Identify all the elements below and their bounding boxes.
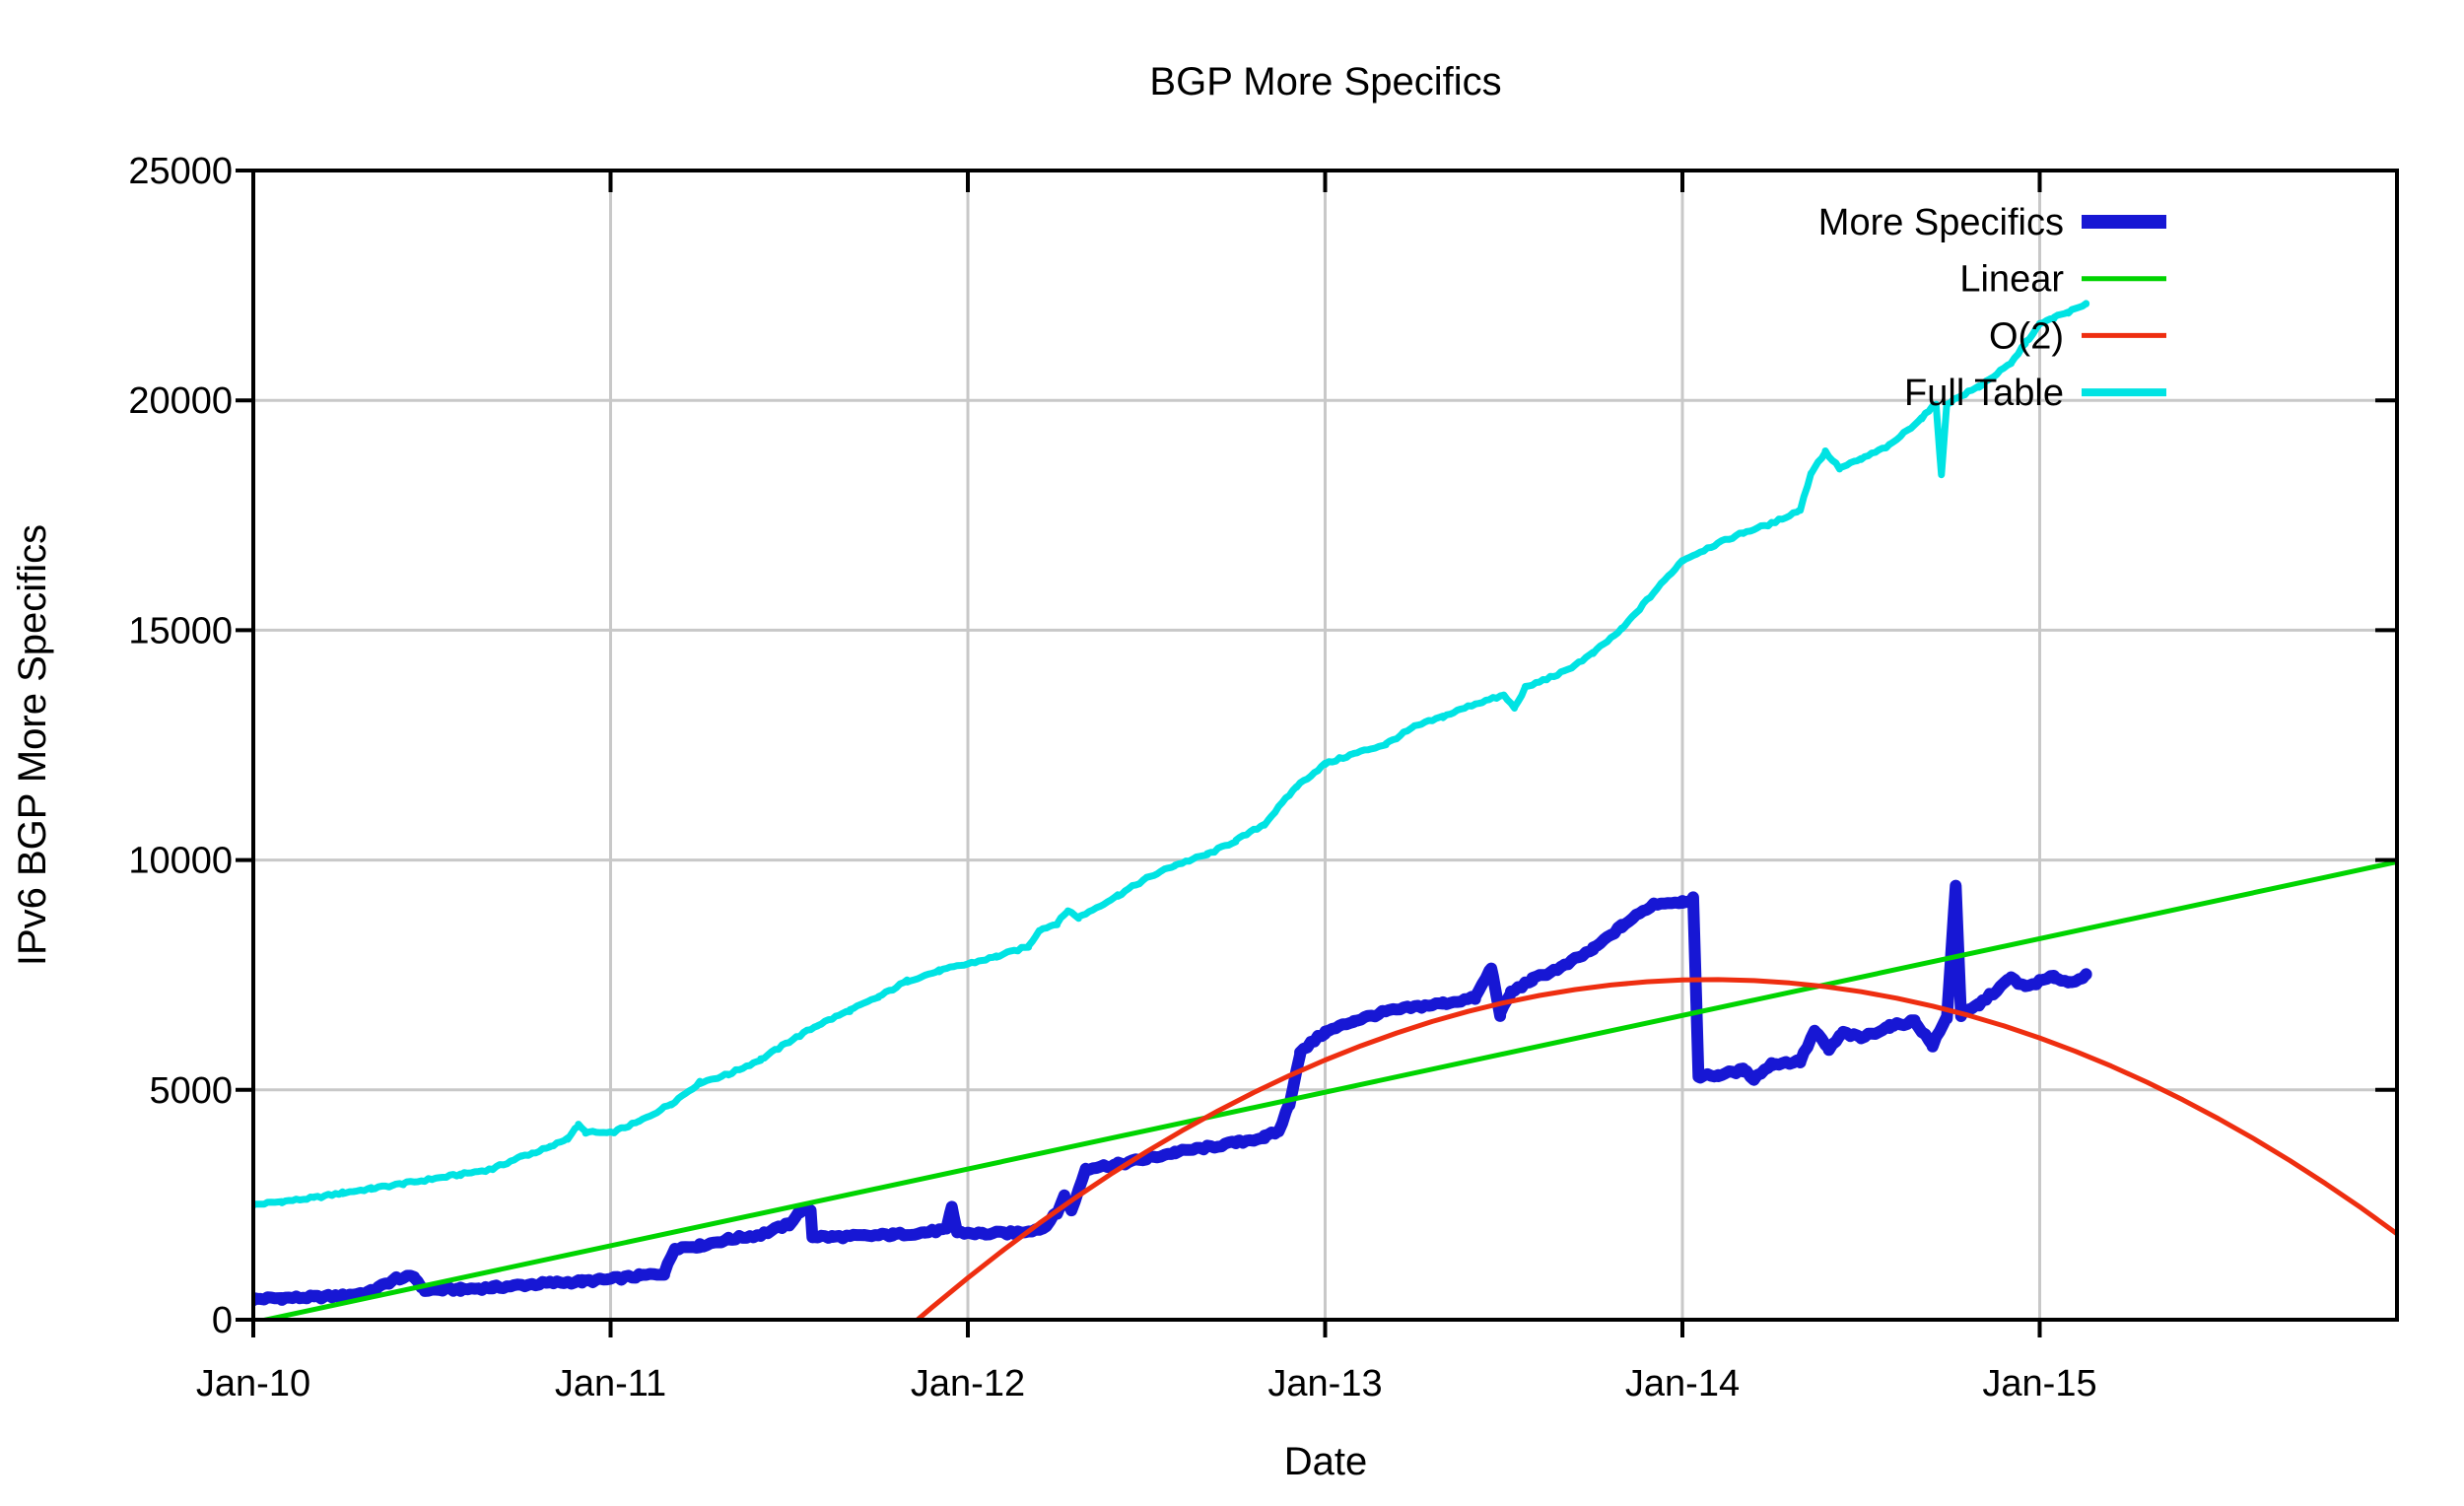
x-tick-label: Jan-11 <box>555 1363 666 1404</box>
x-tick-label: Jan-14 <box>1625 1363 1740 1404</box>
series-line-full-table <box>253 300 2090 1209</box>
y-tick-label: 15000 <box>128 610 233 651</box>
x-tick-label: Jan-10 <box>196 1363 310 1404</box>
legend-label: Linear <box>1959 259 2064 301</box>
legend-label: O(2) <box>1989 315 2064 357</box>
y-tick-label: 20000 <box>128 380 233 422</box>
y-axis-label: IPv6 BGP More Specifics <box>11 524 54 966</box>
series-line-o-2- <box>915 977 2397 1320</box>
gridlines <box>253 171 2397 1320</box>
series-line-more-specifics <box>253 879 2092 1307</box>
x-tick-label: Jan-12 <box>911 1363 1025 1404</box>
y-tick-label: 10000 <box>128 841 233 882</box>
data-series <box>253 300 2397 1320</box>
legend-label: More Specifics <box>1818 202 2064 243</box>
series-line-linear <box>254 859 2397 1320</box>
tick-labels: Jan-10 Jan-11 Jan-12 Jan-13 Jan-14 Jan-15 0 500… <box>128 151 2096 1404</box>
chart-title: BGP More Specifics <box>1149 60 1501 103</box>
x-axis-label: Date <box>1284 1440 1368 1483</box>
x-tick-label: Jan-13 <box>1267 1363 1382 1404</box>
y-tick-label: 0 <box>212 1300 233 1341</box>
axis-ticks <box>236 169 2397 1337</box>
x-tick-label: Jan-15 <box>1982 1363 2096 1404</box>
legend-label: Full Table <box>1904 373 2064 414</box>
y-tick-label: 5000 <box>149 1070 233 1112</box>
y-tick-label: 25000 <box>128 151 233 192</box>
legend: More Specifics Linear O(2) Full Table <box>1818 202 2166 414</box>
